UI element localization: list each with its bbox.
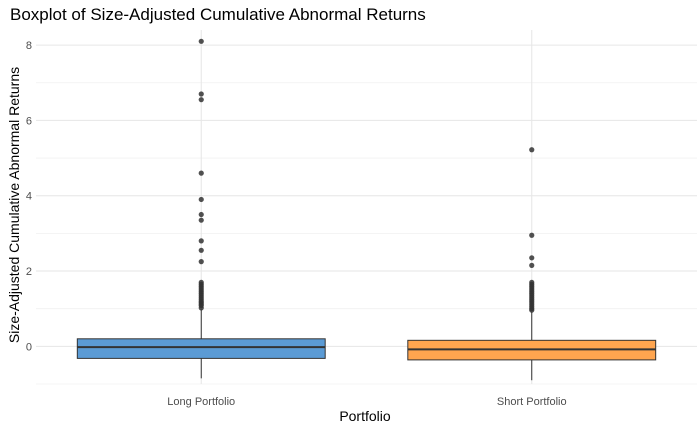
outlier-point [198,97,204,103]
y-tick-label: 4 [26,191,32,203]
y-tick-label: 6 [26,115,32,127]
boxplot-boxes [76,38,657,381]
x-axis-tick-labels: Long Portfolio Short Portfolio [167,396,566,408]
y-tick-label: 2 [26,266,32,278]
x-tick-label: Short Portfolio [497,396,567,408]
box-long-portfolio [76,38,326,379]
outlier-point [198,170,204,176]
outlier-point [198,238,204,244]
outlier-point [198,91,204,97]
outlier-point [529,232,535,238]
outlier-point [198,217,204,223]
x-axis-title: Portfolio [339,408,391,424]
outlier-point [529,147,535,153]
minor-gridlines [36,82,697,385]
x-tick-label: Long Portfolio [167,396,235,408]
y-axis-title: Size-Adjusted Cumulative Abnormal Return… [6,67,22,343]
outlier-point [198,247,204,253]
outlier-point [198,259,204,265]
y-tick-label: 8 [26,40,32,52]
chart-title: Boxplot of Size-Adjusted Cumulative Abno… [10,5,426,24]
outlier-point [198,196,204,203]
y-tick-label: 0 [26,341,32,353]
interquartile-box [76,338,326,359]
outlier-point [198,211,204,218]
outlier-point [198,279,204,285]
outlier-point [198,38,204,44]
outlier-point [529,262,535,268]
y-axis-tick-labels: 0 2 4 6 8 [26,40,32,353]
box-short-portfolio [407,147,657,381]
outlier-point [529,255,535,261]
outlier-point [529,279,535,285]
